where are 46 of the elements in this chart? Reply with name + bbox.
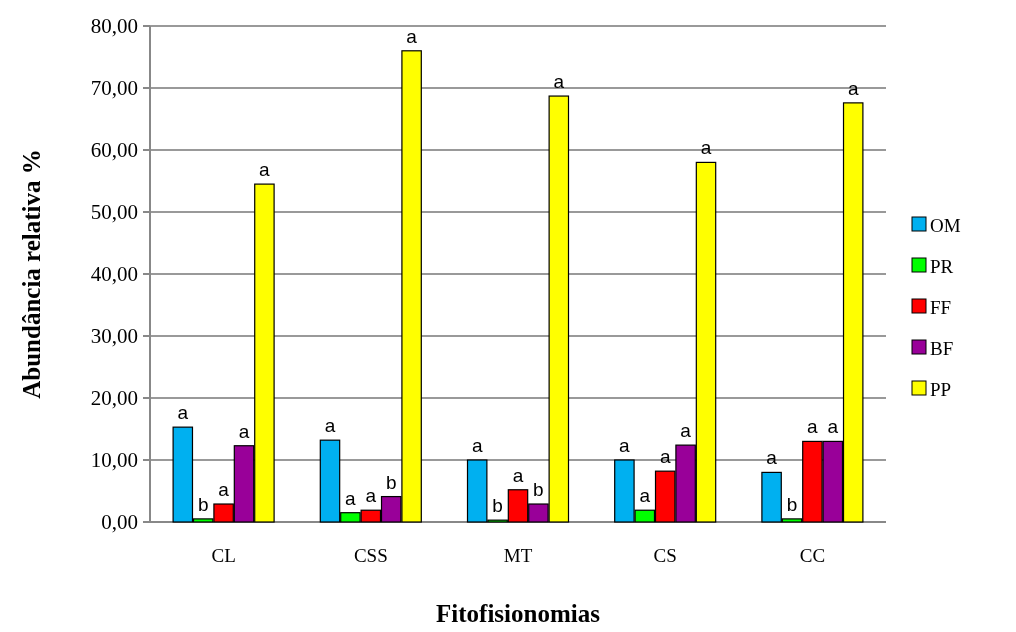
data-label: a <box>680 420 692 442</box>
y-axis-title: Abundância relativa % <box>18 149 45 399</box>
data-label: a <box>807 416 819 438</box>
data-label: a <box>659 446 671 468</box>
y-tick-label: 20,00 <box>90 386 138 411</box>
x-tick-label: CC <box>799 545 826 566</box>
legend-label: OM <box>930 214 961 236</box>
data-label: a <box>238 420 250 442</box>
y-tick-label: 50,00 <box>90 200 138 225</box>
data-label: a <box>700 137 712 159</box>
data-label: a <box>177 402 189 424</box>
data-label: b <box>786 493 798 515</box>
x-tick-label: MT <box>503 545 533 566</box>
y-tick-label: 30,00 <box>90 324 138 349</box>
x-tick-label: CSS <box>353 545 388 566</box>
data-label: a <box>345 487 357 509</box>
data-label: a <box>406 25 418 47</box>
data-label: a <box>259 159 271 181</box>
y-tick-label: 80,00 <box>90 14 138 39</box>
data-label: a <box>847 77 859 99</box>
x-tick-label: CL <box>211 545 236 566</box>
legend-label: PP <box>930 378 952 400</box>
data-label: b <box>533 479 544 501</box>
legend-label: FF <box>930 296 952 318</box>
data-label: a <box>639 485 651 507</box>
data-label: a <box>512 464 524 486</box>
y-tick-label: 10,00 <box>90 448 138 473</box>
x-axis-title: Fitofisionomias <box>436 600 601 627</box>
data-label: a <box>365 485 377 507</box>
y-tick-label: 0,00 <box>101 510 138 535</box>
data-label: a <box>218 479 230 501</box>
y-tick-label: 60,00 <box>90 138 138 163</box>
legend-label: PR <box>930 255 954 277</box>
y-tick-label: 70,00 <box>90 76 138 101</box>
y-tick-label: 40,00 <box>90 262 138 287</box>
data-label: a <box>471 435 483 456</box>
x-tick-label: CS <box>653 545 677 566</box>
data-label: a <box>324 415 336 437</box>
data-label: a <box>619 435 631 456</box>
data-label: a <box>827 416 839 438</box>
legend-label: BF <box>930 337 954 359</box>
data-label: b <box>492 495 503 517</box>
data-label: a <box>766 447 778 469</box>
data-label: b <box>197 493 209 515</box>
data-label: b <box>385 471 397 493</box>
data-label: a <box>553 71 565 93</box>
